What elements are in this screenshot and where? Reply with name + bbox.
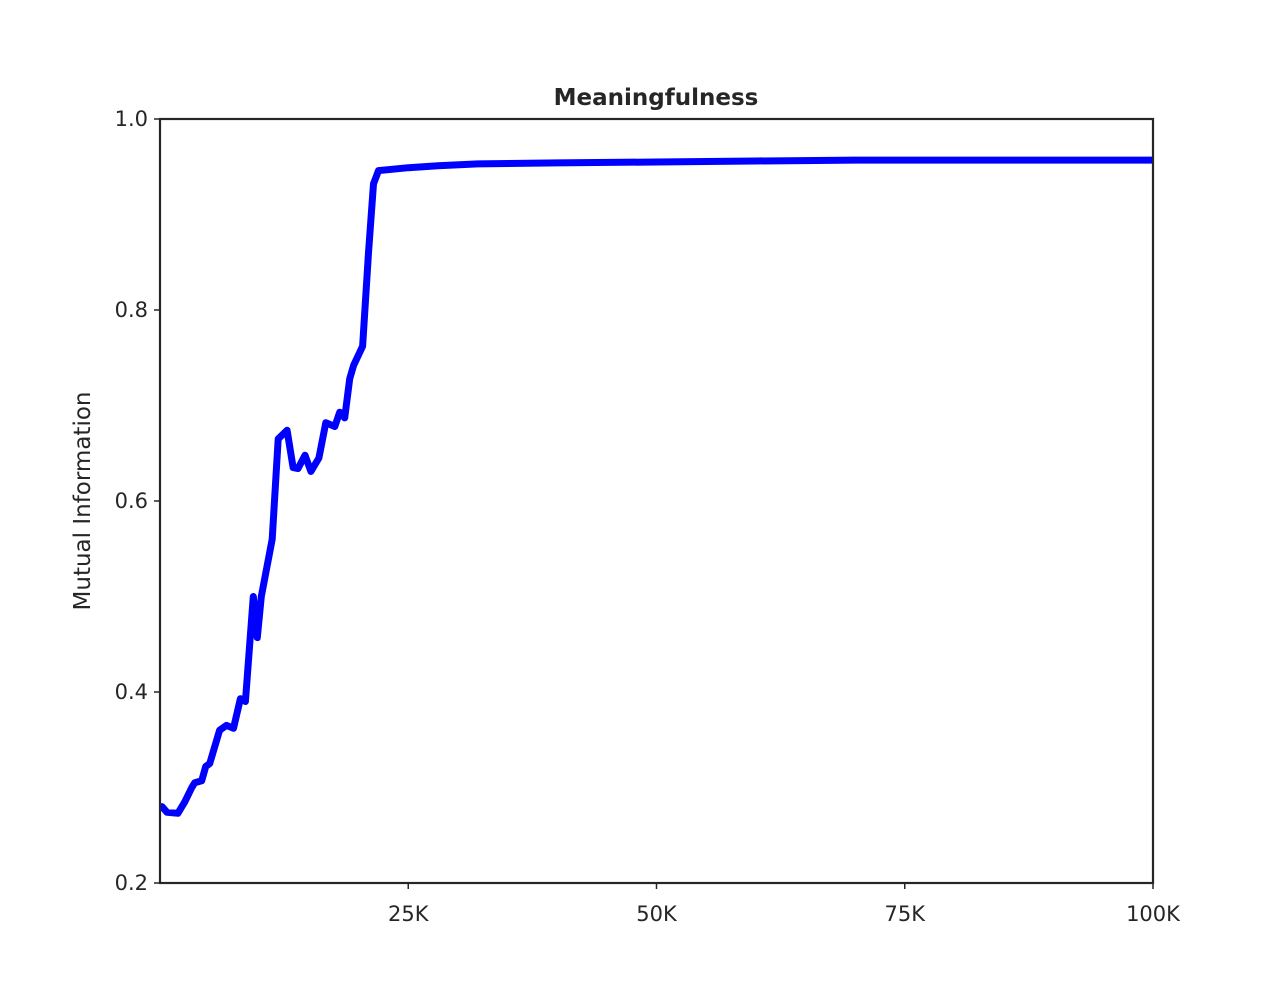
x-tick-label: 25K xyxy=(388,902,430,926)
x-tick-label: 75K xyxy=(885,902,927,926)
y-tick-labels: 0.2 0.4 0.6 0.8 1.0 xyxy=(115,107,160,895)
y-tick-label: 0.8 xyxy=(115,298,148,322)
y-tick-label: 0.6 xyxy=(115,489,148,513)
y-tick-label: 0.2 xyxy=(115,871,148,895)
x-tick-label: 100K xyxy=(1126,902,1181,926)
plot-frame xyxy=(158,117,1155,885)
series-group xyxy=(160,156,1153,817)
y-tick-label: 1.0 xyxy=(115,107,148,131)
y-tick-label: 0.4 xyxy=(115,680,148,704)
y-axis-label: Mutual Information xyxy=(70,392,96,611)
x-tick-labels: 25K 50K 75K 100K xyxy=(388,883,1181,926)
series-line-0 xyxy=(160,156,1153,817)
chart-title: Meaningfulness xyxy=(554,85,759,111)
x-tick-label: 50K xyxy=(636,902,678,926)
